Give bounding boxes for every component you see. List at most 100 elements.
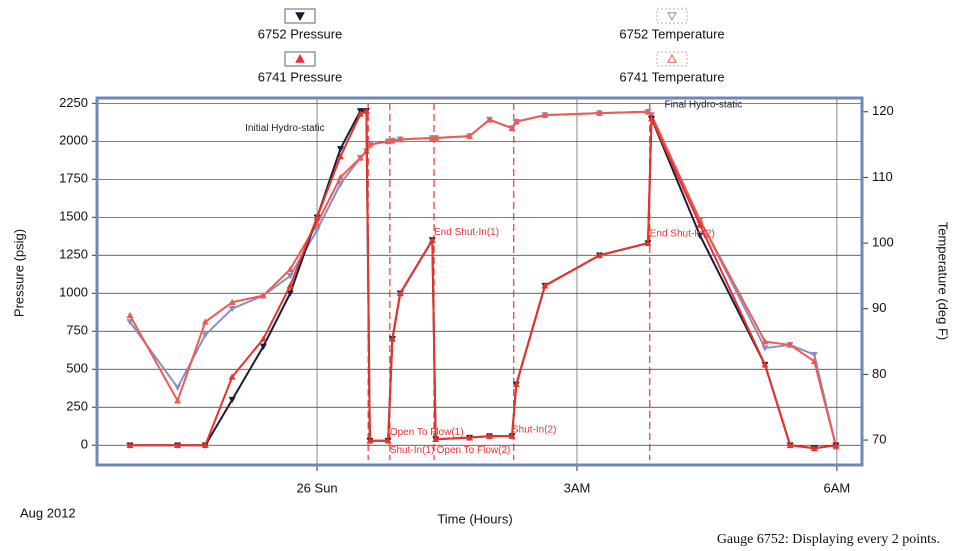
x-tick-label: 6AM [824, 480, 851, 495]
y-tick-label: 750 [66, 323, 88, 338]
marker [644, 239, 652, 246]
legend-label: 6752 Pressure [258, 26, 343, 41]
marker [647, 115, 655, 122]
y2-tick-label: 80 [872, 366, 886, 381]
marker [336, 173, 344, 181]
marker [286, 265, 294, 273]
marker [508, 432, 516, 439]
marker [259, 343, 267, 350]
y2-tick-label: 90 [872, 300, 886, 315]
marker [126, 311, 134, 319]
marker [428, 236, 436, 243]
marker [336, 153, 344, 160]
legend-marker [295, 53, 305, 63]
legend-swatch [656, 8, 688, 24]
y-axis-title: Pressure (psig) [11, 229, 26, 317]
y-tick-label: 1000 [59, 285, 88, 300]
annotation: End Shut-In(2) [650, 229, 715, 240]
marker [174, 397, 182, 404]
marker [126, 441, 134, 449]
annotation: Open To Flow(2) [437, 445, 511, 456]
y-tick-label: 0 [81, 437, 88, 452]
marker [810, 357, 818, 365]
marker [466, 434, 474, 441]
marker [228, 373, 236, 380]
marker [356, 154, 364, 161]
marker [595, 251, 603, 259]
marker [313, 227, 321, 234]
marker [388, 137, 396, 144]
annotation: Final Hydro-static [664, 99, 742, 110]
marker [696, 232, 704, 240]
marker [466, 132, 474, 139]
annotation: Open To Flow(1) [390, 427, 464, 438]
y-tick-label: 500 [66, 361, 88, 376]
legend-marker [667, 12, 677, 22]
y2-tick-label: 70 [872, 431, 886, 446]
marker [384, 437, 392, 444]
x-tick-label: 26 Sun [296, 480, 337, 495]
plot-frame [95, 96, 864, 467]
x-axis-title: Time (Hours) [437, 511, 512, 526]
marker [696, 221, 704, 228]
marker [512, 118, 520, 125]
marker [512, 380, 520, 388]
marker [174, 441, 182, 449]
marker [644, 108, 652, 115]
marker [810, 351, 818, 359]
marker [366, 141, 374, 148]
y-tick-label: 1250 [59, 247, 88, 262]
y-tick-label: 2250 [59, 95, 88, 110]
marker [508, 124, 516, 132]
legend-marker [295, 12, 305, 22]
annotation: Shut-In(2) [512, 425, 556, 436]
marker [228, 396, 236, 404]
legend-marker [667, 53, 677, 63]
marker [810, 444, 818, 452]
y2-axis-title: Temperature (deg F) [936, 222, 951, 341]
marker [595, 109, 603, 116]
plot-area [97, 98, 862, 465]
marker [286, 290, 294, 297]
y-tick-label: 1750 [59, 171, 88, 186]
marker [286, 273, 294, 280]
date-label: Aug 2012 [20, 505, 76, 520]
marker [286, 282, 294, 289]
y2-tick-label: 120 [872, 103, 894, 118]
marker [541, 111, 549, 118]
marker [432, 134, 440, 141]
marker [396, 289, 404, 297]
marker [201, 318, 209, 325]
marker [786, 341, 794, 348]
marker [313, 213, 321, 221]
annotation: Shut-In(1) [390, 445, 434, 456]
marker [201, 332, 209, 339]
marker [388, 335, 396, 342]
legend-label: 6752 Temperature [619, 26, 724, 41]
legend-label: 6741 Temperature [619, 69, 724, 84]
marker [761, 345, 769, 352]
marker [362, 107, 370, 114]
y2-tick-label: 110 [872, 169, 893, 184]
legend-label: 6741 Pressure [258, 69, 343, 84]
marker [336, 146, 344, 153]
marker [485, 116, 493, 123]
marker [786, 441, 794, 449]
marker [396, 135, 404, 143]
legend-swatch [656, 51, 688, 67]
marker [201, 441, 209, 449]
marker [761, 338, 769, 345]
x-tick-label: 3AM [564, 480, 591, 495]
y2-tick-label: 100 [872, 235, 894, 250]
marker [228, 298, 236, 305]
marker [366, 437, 374, 444]
y-tick-label: 2000 [59, 133, 88, 148]
marker [228, 305, 236, 313]
marker [485, 432, 493, 439]
y-tick-label: 250 [66, 399, 88, 414]
marker [356, 110, 364, 117]
annotation: End Shut-In(1) [434, 227, 499, 238]
marker [259, 292, 267, 299]
marker [541, 282, 549, 289]
